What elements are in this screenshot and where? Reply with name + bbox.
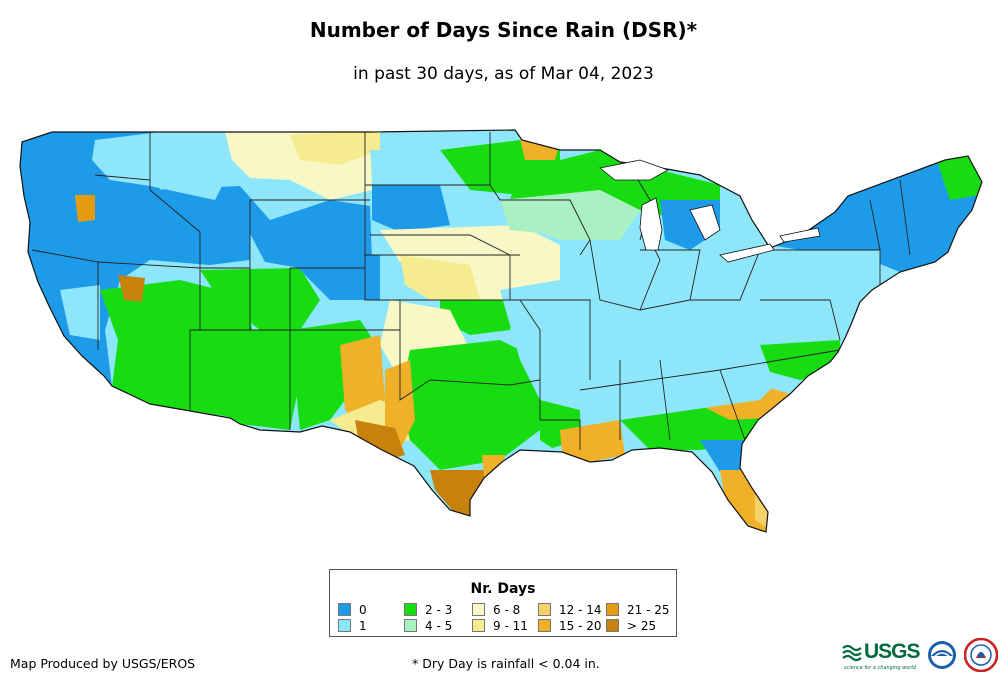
legend-item: 2 - 3	[404, 603, 452, 617]
legend-item: 12 - 14	[538, 603, 602, 617]
nws-logo-icon	[964, 638, 998, 672]
legend-item: 0	[338, 603, 367, 617]
zone-ca-interior-blue	[70, 210, 130, 280]
zone-ia-lightgreen	[500, 200, 560, 235]
dsr-zones	[20, 130, 982, 532]
zone-northeast-blue	[770, 150, 982, 280]
legend-swatch	[538, 619, 551, 632]
legend-item: 21 - 25	[606, 603, 670, 617]
us-dsr-map	[19, 129, 983, 533]
zone-ca-coast-lightblue	[60, 285, 100, 340]
legend-swatch	[538, 603, 551, 616]
legend-swatch	[472, 603, 485, 616]
zone-co-blue	[290, 255, 380, 300]
lake-ontario	[779, 227, 821, 243]
zone-ny-lightblue	[770, 250, 880, 300]
map-title: Number of Days Since Rain (DSR)*	[309, 18, 698, 42]
zone-sd-blue	[372, 185, 450, 232]
zone-or-dry-spot	[75, 195, 95, 222]
legend-swatch	[338, 619, 351, 632]
usgs-logo: USGS	[864, 640, 921, 663]
lake-michigan	[639, 197, 663, 251]
zone-ms-valley-lightblue	[500, 270, 780, 420]
legend-title: Nr. Days	[470, 581, 536, 597]
legend-swatch	[338, 603, 351, 616]
legend-swatch	[606, 619, 619, 632]
legend-item: 4 - 5	[404, 619, 452, 633]
zone-pnw-interior-1	[92, 132, 235, 200]
state-boundaries	[31, 132, 911, 450]
legend-swatch	[404, 603, 417, 616]
zone-ks-green	[440, 300, 520, 335]
agency-logos: USGS science for a changing world	[842, 636, 1002, 676]
zone-az-green	[190, 330, 300, 430]
zone-ne-ks-9-11	[400, 255, 480, 300]
legend-item: 6 - 8	[472, 603, 520, 617]
legend-item: 9 - 11	[472, 619, 528, 633]
zone-central-plains-6-8	[380, 225, 560, 300]
zone-nd-lightblue	[370, 150, 455, 185]
legend-item: 1	[338, 619, 367, 633]
zone-fl-blue	[700, 440, 750, 472]
zone-dakotas-9-11	[290, 130, 380, 165]
legend-item: > 25	[606, 619, 656, 633]
map-credit: Map Produced by USGS/EROS	[10, 656, 196, 671]
legend: Nr. Days 0 1 2 - 3 4 - 5 6 - 8 9 - 11 12…	[329, 569, 677, 637]
lake-superior	[599, 159, 669, 181]
legend-item: 15 - 20	[538, 619, 602, 633]
zone-s-tx-orange	[482, 455, 505, 486]
lake-erie	[719, 243, 775, 263]
zone-nv-dry-spot	[118, 275, 145, 302]
legend-swatch	[472, 619, 485, 632]
zone-fl-orange	[720, 470, 770, 532]
legend-swatch	[606, 603, 619, 616]
dry-day-footnote: * Dry Day is rainfall < 0.04 in.	[412, 656, 600, 671]
usgs-wave-icon	[842, 644, 862, 662]
map-subtitle: in past 30 days, as of Mar 04, 2023	[353, 64, 654, 84]
zone-sc-gulf-dry	[700, 385, 790, 420]
lake-huron	[689, 204, 721, 241]
zone-northern-rockies-0	[150, 186, 372, 268]
usgs-tagline: science for a changing world	[844, 665, 916, 671]
zone-la-coast-orange	[560, 420, 625, 462]
noaa-logo-icon	[928, 641, 956, 669]
legend-swatch	[404, 619, 417, 632]
zone-tx-central-green	[400, 340, 540, 470]
